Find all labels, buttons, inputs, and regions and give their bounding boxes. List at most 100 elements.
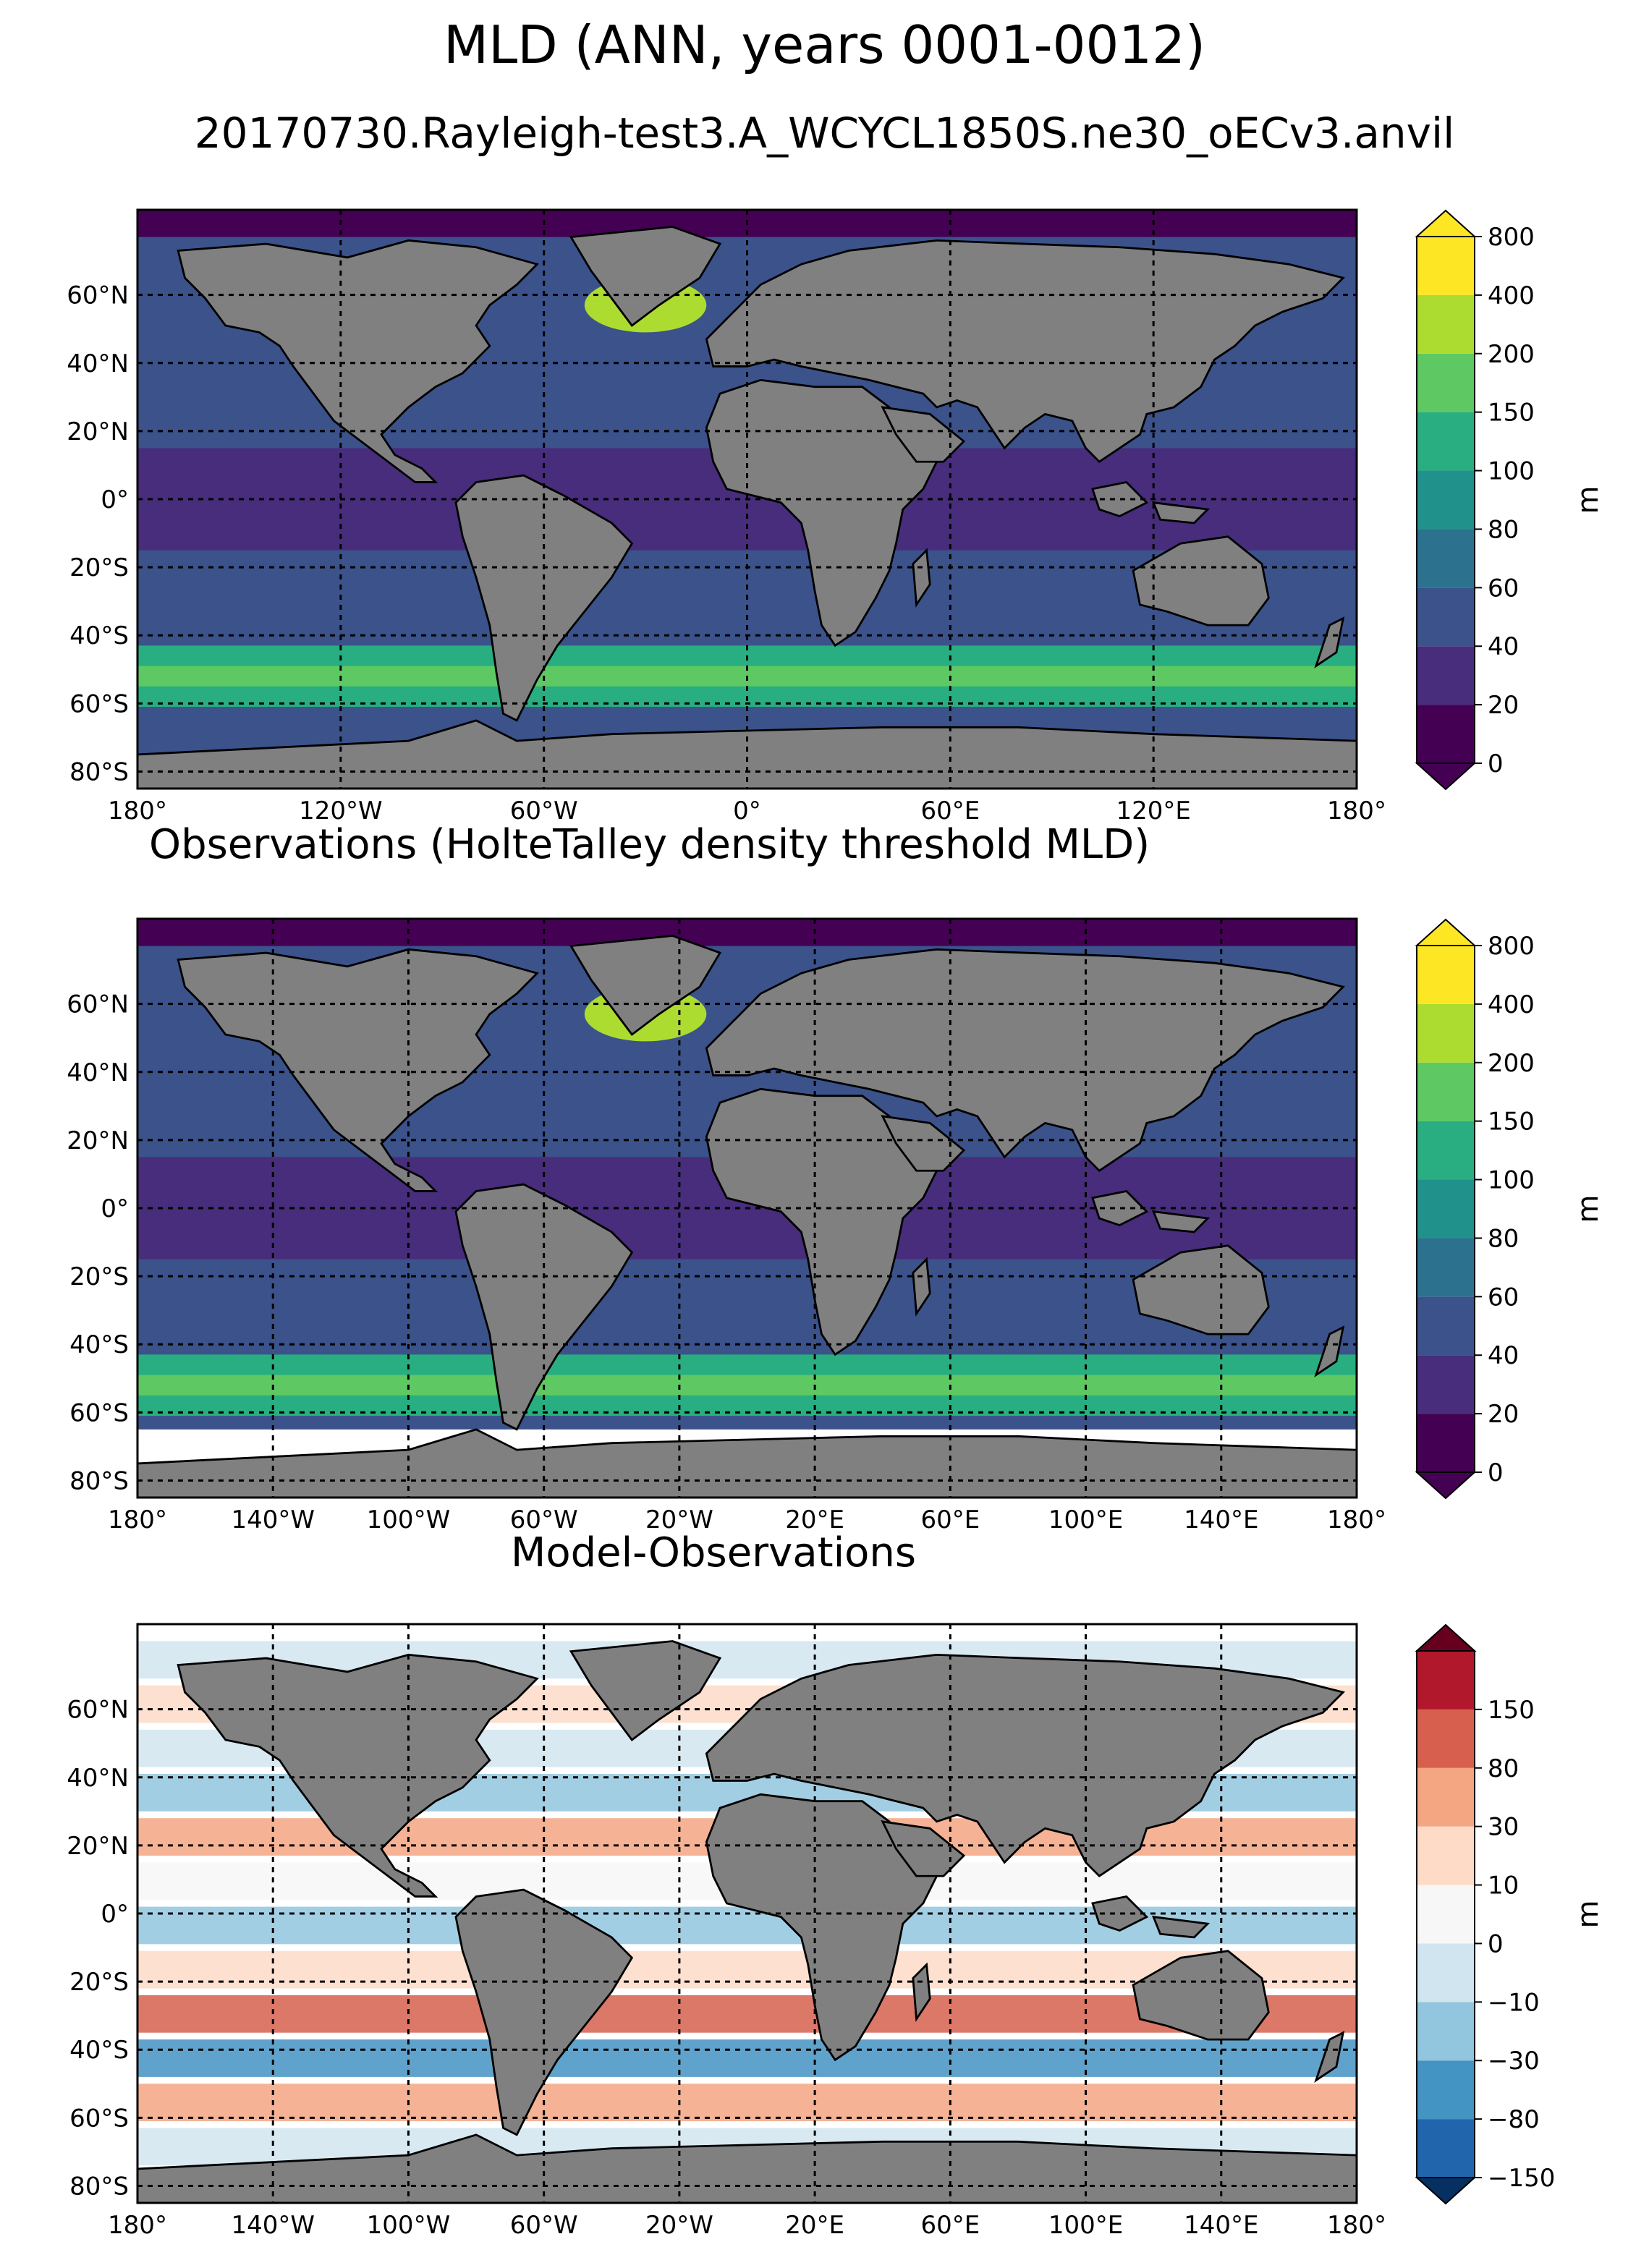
colorbar-level-label: 40 <box>1488 1341 1519 1370</box>
panel-title-observations: Observations (HolteTalley density thresh… <box>149 821 1150 868</box>
colorbar-segment <box>1417 1062 1475 1121</box>
colorbar-unit-label: m <box>1572 486 1605 514</box>
lat-tick-label: 40°S <box>69 2036 129 2065</box>
colorbar-level-label: 80 <box>1488 1754 1519 1783</box>
colorbar-segment <box>1417 470 1475 530</box>
lat-tick-label: 40°N <box>67 1058 129 1087</box>
colorbar-segment <box>1417 1885 1475 1944</box>
lon-tick-label: 100°E <box>1048 1505 1123 1534</box>
colorbar-segment <box>1417 1238 1475 1297</box>
lat-tick-label: 60°N <box>67 281 129 310</box>
colorbar-level-label: 100 <box>1488 457 1535 486</box>
colorbar-frame <box>1416 236 1475 764</box>
lon-tick-label: 140°W <box>231 2211 315 2240</box>
colorbar-level-label: 60 <box>1488 1283 1519 1312</box>
colorbar-extend-high <box>1415 918 1477 946</box>
lon-tick-label: 60°E <box>920 1505 980 1534</box>
lat-tick-label: 20°N <box>67 1832 129 1861</box>
lat-tick-label: 60°S <box>69 2104 129 2133</box>
colorbar-level-label: 0 <box>1488 1458 1504 1487</box>
colorbar-level-label: 150 <box>1488 399 1535 428</box>
colorbar-segment <box>1417 1355 1475 1414</box>
lat-tick-label: 40°S <box>69 621 129 650</box>
map-frame <box>136 208 1358 790</box>
colorbar-level-label: 800 <box>1488 932 1535 961</box>
colorbar-level-label: 60 <box>1488 574 1519 603</box>
lon-tick-label: 180° <box>108 2211 167 2240</box>
lat-tick-label: 20°N <box>67 1126 129 1155</box>
lon-tick-label: 140°W <box>231 1505 315 1534</box>
colorbar-segment <box>1417 705 1475 763</box>
colorbar-level-label: −80 <box>1488 2105 1540 2134</box>
colorbar-diff: −150 −80 −30 −10 0 10 30 80 150 m <box>1415 1623 1605 2205</box>
colorbar-level-label: 0 <box>1488 749 1504 778</box>
lon-tick-label: 20°W <box>645 1505 713 1534</box>
lat-tick-label: 0° <box>101 1194 129 1223</box>
colorbar-unit-label: m <box>1572 1195 1605 1223</box>
lon-tick-label: 100°W <box>367 2211 451 2240</box>
lat-tick-label: 0° <box>101 485 129 514</box>
colorbar-obs: 0 20 40 60 80 100 150 200 400 800 m <box>1415 918 1605 1500</box>
colorbar-segment <box>1417 1709 1475 1768</box>
colorbar-model: 0 20 40 60 80 100 150 200 400 800 m <box>1415 209 1605 791</box>
colorbar-level-label: 200 <box>1488 340 1535 369</box>
colorbar-level-label: 400 <box>1488 281 1535 310</box>
lat-tick-label: 80°S <box>69 1466 129 1495</box>
lat-tick-label: 20°S <box>69 1968 129 1997</box>
colorbar-level-label: 200 <box>1488 1049 1535 1078</box>
lon-tick-label: 120°W <box>299 797 383 825</box>
map-panel-obs: 60°N 40°N 20°N 0° 20°S 40°S 60°S 80°S 180° 140°W 1… <box>67 917 1605 1534</box>
lat-tick-label: 0° <box>101 1900 129 1929</box>
lon-tick-label: 60°W <box>510 797 578 825</box>
colorbar-extend-high <box>1415 209 1477 237</box>
lat-tick-label: 40°S <box>69 1330 129 1359</box>
lat-tick-label: 20°S <box>69 1262 129 1291</box>
colorbar-level-label: 30 <box>1488 1813 1519 1842</box>
colorbar-extend-high <box>1415 1623 1477 1652</box>
lon-tick-label: 180° <box>1327 797 1386 825</box>
difference-band <box>137 2039 1357 2077</box>
lon-tick-label: 60°E <box>920 797 980 825</box>
colorbar-level-label: 150 <box>1488 1108 1535 1137</box>
colorbar-level-label: 20 <box>1488 691 1519 720</box>
colorbar-segment <box>1417 1003 1475 1063</box>
lon-tick-label: 180° <box>108 797 167 825</box>
colorbar-segment <box>1417 1296 1475 1356</box>
map-frame <box>136 1623 1358 2204</box>
lon-tick-label: 100°E <box>1048 2211 1123 2240</box>
colorbar-segment <box>1417 2002 1475 2061</box>
lon-tick-label: 60°W <box>510 1505 578 1534</box>
lon-tick-label: 60°W <box>510 2211 578 2240</box>
colorbar-segment <box>1417 1826 1475 1885</box>
colorbar-extend-low <box>1415 1471 1477 1500</box>
lon-tick-label: 140°E <box>1184 1505 1258 1534</box>
colorbar-segment <box>1417 1943 1475 2002</box>
lat-tick-label: 20°N <box>67 417 129 446</box>
lon-tick-label: 20°E <box>785 1505 844 1534</box>
lat-tick-label: 20°S <box>69 553 129 582</box>
lon-tick-label: 180° <box>108 1505 167 1534</box>
colorbar-level-label: 150 <box>1488 1696 1535 1725</box>
colorbar-segment <box>1417 529 1475 588</box>
colorbar-level-label: 100 <box>1488 1166 1535 1195</box>
colorbar-frame <box>1416 1650 1475 2178</box>
map-panel-diff: 60°N 40°N 20°N 0° 20°S 40°S 60°S 80°S 180° 140°W 1… <box>67 1623 1605 2240</box>
colorbar-level-label: 10 <box>1488 1872 1519 1900</box>
colorbar-segment <box>1417 294 1475 354</box>
lon-tick-label: 180° <box>1327 2211 1386 2240</box>
colorbar-level-label: 800 <box>1488 223 1535 252</box>
colorbar-frame <box>1416 945 1475 1473</box>
map-panel-model: 60°N 40°N 20°N 0° 20°S 40°S 60°S 80°S 180° 120°W 6… <box>67 208 1605 825</box>
colorbar-segment <box>1417 2060 1475 2120</box>
colorbar-segment <box>1417 946 1475 1004</box>
colorbar-level-label: 400 <box>1488 990 1535 1019</box>
lat-tick-label: 40°N <box>67 349 129 378</box>
map-frame <box>136 917 1358 1499</box>
colorbar-level-label: −10 <box>1488 1988 1540 2017</box>
colorbar-segment <box>1417 2119 1475 2178</box>
colorbar-level-label: 0 <box>1488 1929 1504 1958</box>
colorbar-segment <box>1417 646 1475 705</box>
colorbar-level-label: −30 <box>1488 2047 1540 2076</box>
colorbar-extend-low <box>1415 2177 1477 2205</box>
colorbar-level-label: 40 <box>1488 632 1519 661</box>
